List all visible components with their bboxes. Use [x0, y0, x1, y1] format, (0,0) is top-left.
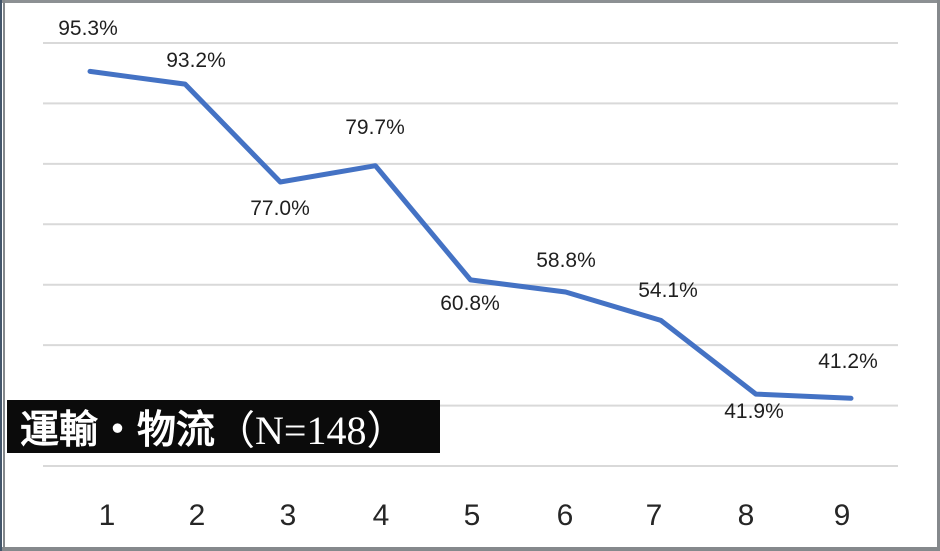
series-title-box: 運輸・物流 （N=148）: [7, 400, 440, 453]
series-line: [87, 68, 854, 401]
data-label-2: 93.2%: [166, 49, 226, 72]
frame-border-right: [937, 0, 940, 551]
x-axis-label-4: 4: [372, 499, 390, 532]
data-label-1: 95.3%: [58, 17, 118, 40]
frame-border-left-dark: [0, 0, 2, 551]
x-axis-label-8: 8: [737, 499, 755, 532]
series-title-text: 運輸・物流: [20, 408, 216, 452]
x-axis-label-7: 7: [645, 499, 663, 532]
x-axis-label-5: 5: [463, 499, 481, 532]
data-label-8: 41.9%: [724, 400, 784, 423]
frame-border-top: [0, 0, 940, 3]
data-label-6: 58.8%: [536, 249, 596, 272]
frame-border-left-gray: [3, 0, 5, 551]
data-label-3: 77.0%: [250, 197, 310, 220]
x-axis-label-2: 2: [188, 499, 206, 532]
data-label-9: 41.2%: [818, 350, 878, 373]
frame-border-bottom: [0, 547, 940, 551]
x-axis-label-9: 9: [833, 499, 851, 532]
data-label-4: 79.7%: [345, 116, 405, 139]
x-axis-label-3: 3: [279, 499, 297, 532]
series-n-count: （N=148）: [215, 407, 407, 453]
x-axis-label-6: 6: [556, 499, 574, 532]
data-label-7: 54.1%: [638, 279, 698, 302]
data-label-5: 60.8%: [440, 292, 500, 315]
x-axis-label-1: 1: [98, 499, 116, 532]
